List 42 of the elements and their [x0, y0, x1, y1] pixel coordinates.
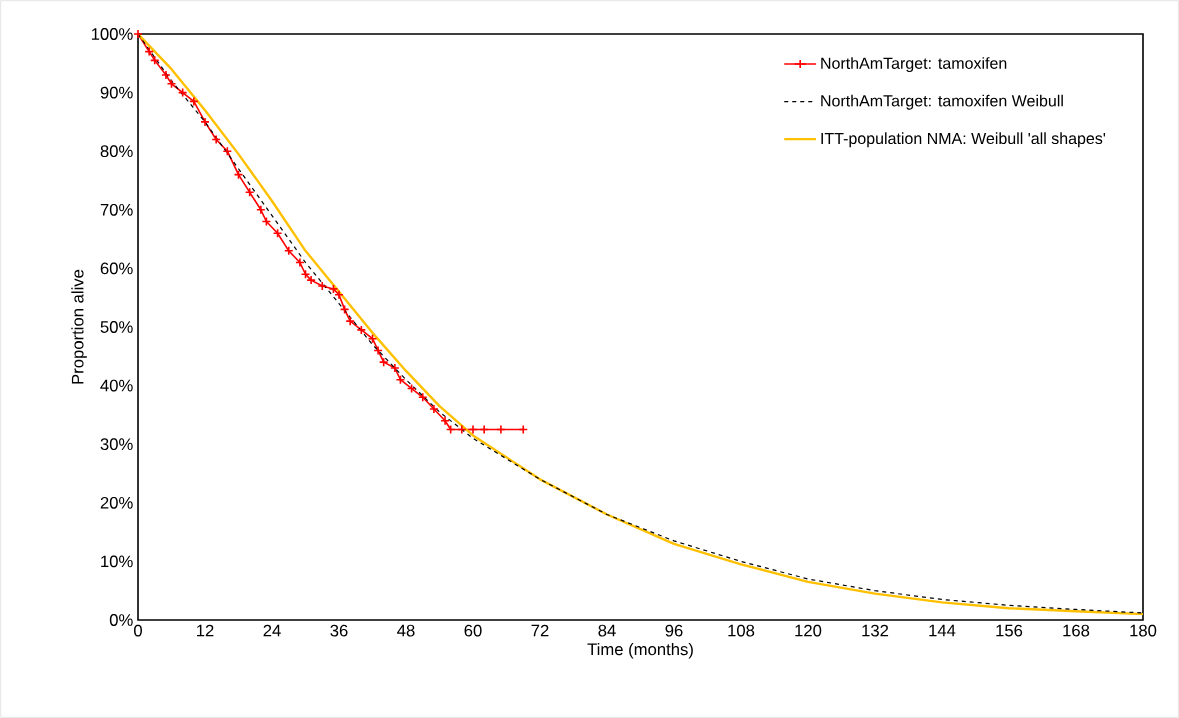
y-tick-label: 90% — [100, 86, 133, 99]
legend-label: ITT-population NMA: Weibull 'all shapes' — [821, 132, 1106, 148]
x-tick-label: 36 — [330, 624, 348, 637]
x-tick-label: 60 — [464, 624, 482, 637]
point — [390, 363, 400, 373]
x-axis-title: Time (months) — [587, 642, 693, 659]
y-tick-label: 60% — [100, 262, 133, 275]
x-tick-label: 72 — [531, 624, 549, 637]
x-tick-label: 84 — [598, 624, 616, 637]
x-tick-label: 24 — [263, 624, 281, 637]
y-tick-label: 0% — [109, 614, 133, 626]
y-tick-label: 80% — [100, 145, 133, 158]
x-tick-label: 144 — [929, 624, 956, 637]
point — [283, 246, 294, 256]
y-tick-label: 30% — [100, 438, 133, 451]
x-tick-label: 0 — [134, 624, 142, 637]
x-tick-label: 12 — [197, 624, 214, 637]
point — [256, 204, 266, 215]
x-tick-label: 168 — [1063, 624, 1090, 637]
y-tick-label: 40% — [100, 379, 133, 392]
point — [200, 117, 210, 127]
legend-label: NorthAmTarget: tamoxifen — [821, 57, 1007, 73]
y-tick-label: 100% — [91, 28, 133, 40]
legend-label: NorthAmTarget: tamoxifen Weibull — [821, 94, 1063, 110]
x-tick-label: 156 — [996, 624, 1023, 637]
point — [317, 281, 328, 291]
x-tick-label: 180 — [1130, 624, 1157, 637]
x-tick-label: 120 — [795, 624, 822, 637]
point — [133, 29, 143, 39]
y-axis-title: Proportion alive — [71, 269, 87, 384]
x-tick-label: 108 — [728, 624, 755, 637]
x-tick-label: 132 — [862, 624, 889, 637]
y-tick-label: 10% — [101, 555, 133, 568]
y-tick-label: 20% — [100, 496, 133, 509]
point — [345, 316, 355, 326]
x-tick-label: 48 — [397, 624, 415, 637]
x-tick-label: 96 — [665, 624, 683, 637]
y-tick-label: 50% — [100, 321, 133, 333]
y-tick-label: 70% — [100, 203, 133, 216]
point — [161, 70, 171, 80]
point — [440, 415, 450, 426]
point — [429, 404, 439, 414]
